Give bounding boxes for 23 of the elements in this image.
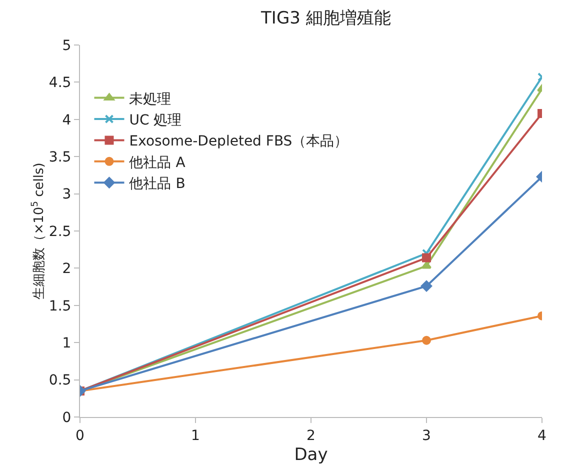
y-tick-label: 4 [62, 112, 72, 128]
legend-label: Exosome-Depleted FBS（本品） [129, 134, 348, 150]
x-axis-title: Day [294, 445, 328, 466]
legend-label: UC 処理 [129, 112, 182, 128]
x-tick-label: 1 [191, 428, 200, 444]
y-tick-label: 2 [62, 261, 72, 278]
y-tick-label: 3 [62, 186, 72, 203]
y-tick-label: 4.5 [48, 75, 72, 92]
y-tick-label: 0.5 [48, 372, 72, 389]
legend-label: 未処理 [129, 91, 172, 108]
y-tick-label: 1 [62, 336, 72, 352]
y-tick-label: 0 [62, 410, 72, 426]
x-tick-label: 4 [538, 428, 547, 444]
x-tick-label: 0 [76, 428, 84, 444]
chart-title: TIG3 細胞増殖能 [260, 8, 391, 29]
legend-label: 他社品 A [129, 154, 186, 171]
x-tick-label: 2 [306, 428, 316, 444]
y-tick-label: 2.5 [48, 224, 72, 240]
y-tick-label: 3.5 [48, 150, 72, 166]
y-tick-label: 5 [62, 38, 72, 54]
x-tick-label: 3 [422, 428, 431, 444]
y-tick-label: 1.5 [48, 298, 72, 314]
legend-label: 他社品 B [129, 176, 186, 192]
